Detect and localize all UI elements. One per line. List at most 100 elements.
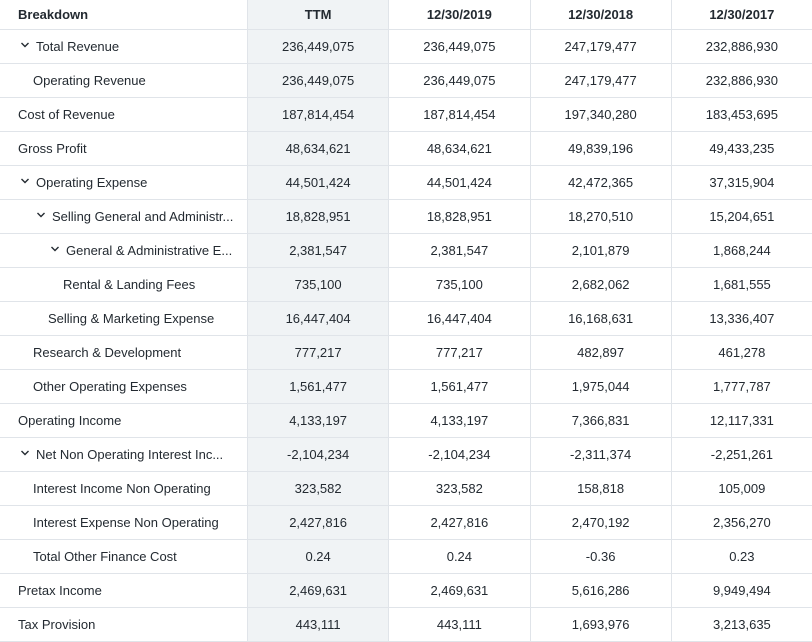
row-general-administrative: General & Administrative E... 2,381,547 …: [0, 234, 812, 268]
cell-value: 2,356,270: [712, 515, 771, 530]
cell-value: -2,104,234: [389, 438, 531, 471]
row-label-general-administrative[interactable]: General & Administrative E...: [0, 234, 248, 267]
cell-value: 183,453,695: [705, 107, 779, 122]
cell-value: 4,133,197: [248, 404, 390, 437]
cell-value: 236,449,075: [389, 30, 531, 63]
cell-value: 2,470,192: [531, 506, 672, 539]
cell-value: 9,949,494: [712, 583, 771, 598]
cell-value: 49,839,196: [531, 132, 672, 165]
cell-value: 15,204,651: [709, 209, 775, 224]
cell-value: 323,582: [248, 472, 390, 505]
cell-value: 197,340,280: [531, 98, 672, 131]
row-research-development: Research & Development 777,217 777,217 4…: [0, 336, 812, 370]
row-selling-marketing: Selling & Marketing Expense 16,447,404 1…: [0, 302, 812, 336]
row-rental-landing-fees: Rental & Landing Fees 735,100 735,100 2,…: [0, 268, 812, 302]
cell-value: 4,133,197: [389, 404, 531, 437]
cell-value: 1,561,477: [389, 370, 531, 403]
cell-value: 3,213,635: [712, 617, 771, 632]
cell-value: 443,111: [389, 608, 531, 641]
cell-value: 323,582: [389, 472, 531, 505]
row-label-gross-profit: Gross Profit: [0, 132, 248, 165]
row-label-operating-expense[interactable]: Operating Expense: [0, 166, 248, 199]
chevron-down-icon[interactable]: [20, 176, 30, 186]
row-label-text: Operating Income: [18, 413, 122, 428]
table-header-row: Breakdown TTM 12/30/2019 12/30/2018 12/3…: [0, 0, 812, 30]
row-label-net-non-operating-interest[interactable]: Net Non Operating Interest Inc...: [0, 438, 248, 471]
cell-value: 735,100: [389, 268, 531, 301]
cell-value: 18,270,510: [531, 200, 672, 233]
row-label-text: Interest Expense Non Operating: [33, 515, 219, 530]
cell-value: 2,381,547: [389, 234, 531, 267]
chevron-down-icon[interactable]: [36, 210, 46, 220]
cell-value: 16,447,404: [389, 302, 531, 335]
row-label-research-development: Research & Development: [0, 336, 248, 369]
row-tax-provision: Tax Provision 443,111 443,111 1,693,976 …: [0, 608, 812, 642]
row-label-text: Total Revenue: [36, 39, 120, 54]
cell-value: 236,449,075: [389, 64, 531, 97]
row-interest-income-non-operating: Interest Income Non Operating 323,582 32…: [0, 472, 812, 506]
cell-value: -0.36: [531, 540, 672, 573]
cell-value: 247,179,477: [531, 64, 672, 97]
cell-value: 2,469,631: [248, 574, 390, 607]
chevron-down-icon[interactable]: [50, 244, 60, 254]
cell-value: 777,217: [248, 336, 390, 369]
cell-value: 232,886,930: [705, 39, 779, 54]
cell-value: 37,315,904: [709, 175, 775, 190]
row-label-selling-general-admin[interactable]: Selling General and Administr...: [0, 200, 248, 233]
row-interest-expense-non-operating: Interest Expense Non Operating 2,427,816…: [0, 506, 812, 540]
row-total-revenue: Total Revenue 236,449,075 236,449,075 24…: [0, 30, 812, 64]
cell-value: 16,447,404: [248, 302, 390, 335]
row-label-operating-income: Operating Income: [0, 404, 248, 437]
row-label-interest-expense-non-operating: Interest Expense Non Operating: [0, 506, 248, 539]
cell-value: 1,868,244: [712, 243, 771, 258]
row-label-text: Rental & Landing Fees: [63, 277, 196, 292]
breakdown-header: Breakdown: [0, 0, 248, 29]
row-label-text: Interest Income Non Operating: [33, 481, 211, 496]
cell-value: 2,682,062: [531, 268, 672, 301]
row-gross-profit: Gross Profit 48,634,621 48,634,621 49,83…: [0, 132, 812, 166]
cell-value: 48,634,621: [248, 132, 390, 165]
cell-value: 2,427,816: [389, 506, 531, 539]
cell-value: -2,251,261: [710, 447, 773, 462]
row-pretax-income: Pretax Income 2,469,631 2,469,631 5,616,…: [0, 574, 812, 608]
row-label-text: Research & Development: [33, 345, 182, 360]
cell-value: 2,469,631: [389, 574, 531, 607]
chevron-down-icon[interactable]: [20, 40, 30, 50]
row-label-text: Net Non Operating Interest Inc...: [36, 447, 224, 462]
row-operating-revenue: Operating Revenue 236,449,075 236,449,07…: [0, 64, 812, 98]
cell-value: 232,886,930: [705, 73, 779, 88]
cell-value: 735,100: [248, 268, 390, 301]
cell-value: 236,449,075: [248, 64, 390, 97]
row-label-other-operating-expenses: Other Operating Expenses: [0, 370, 248, 403]
cell-value: 42,472,365: [531, 166, 672, 199]
cell-value: 18,828,951: [389, 200, 531, 233]
row-label-rental-landing-fees: Rental & Landing Fees: [0, 268, 248, 301]
cell-value: 461,278: [718, 345, 766, 360]
cell-value: 48,634,621: [389, 132, 531, 165]
cell-value: 2,381,547: [248, 234, 390, 267]
row-label-text: Tax Provision: [18, 617, 96, 632]
cell-value: -2,104,234: [248, 438, 390, 471]
row-total-other-finance-cost: Total Other Finance Cost 0.24 0.24 -0.36…: [0, 540, 812, 574]
row-label-tax-provision: Tax Provision: [0, 608, 248, 641]
cell-value: 12,117,331: [709, 413, 774, 428]
chevron-down-icon[interactable]: [20, 448, 30, 458]
cell-value: 187,814,454: [248, 98, 390, 131]
row-label-total-revenue[interactable]: Total Revenue: [0, 30, 248, 63]
row-net-non-operating-interest: Net Non Operating Interest Inc... -2,104…: [0, 438, 812, 472]
row-label-pretax-income: Pretax Income: [0, 574, 248, 607]
cell-value: 2,427,816: [248, 506, 390, 539]
column-header-2019: 12/30/2019: [389, 0, 531, 29]
cell-value: 49,433,235: [709, 141, 775, 156]
row-label-text: Selling & Marketing Expense: [48, 311, 215, 326]
row-label-text: Operating Revenue: [33, 73, 146, 88]
row-label-total-other-finance-cost: Total Other Finance Cost: [0, 540, 248, 573]
row-selling-general-admin: Selling General and Administr... 18,828,…: [0, 200, 812, 234]
cell-value: -2,311,374: [531, 438, 672, 471]
row-label-interest-income-non-operating: Interest Income Non Operating: [0, 472, 248, 505]
cell-value: 44,501,424: [389, 166, 531, 199]
cell-value: 0.24: [248, 540, 390, 573]
cell-value: 13,336,407: [709, 311, 775, 326]
column-header-2017: 12/30/2017: [709, 7, 775, 22]
